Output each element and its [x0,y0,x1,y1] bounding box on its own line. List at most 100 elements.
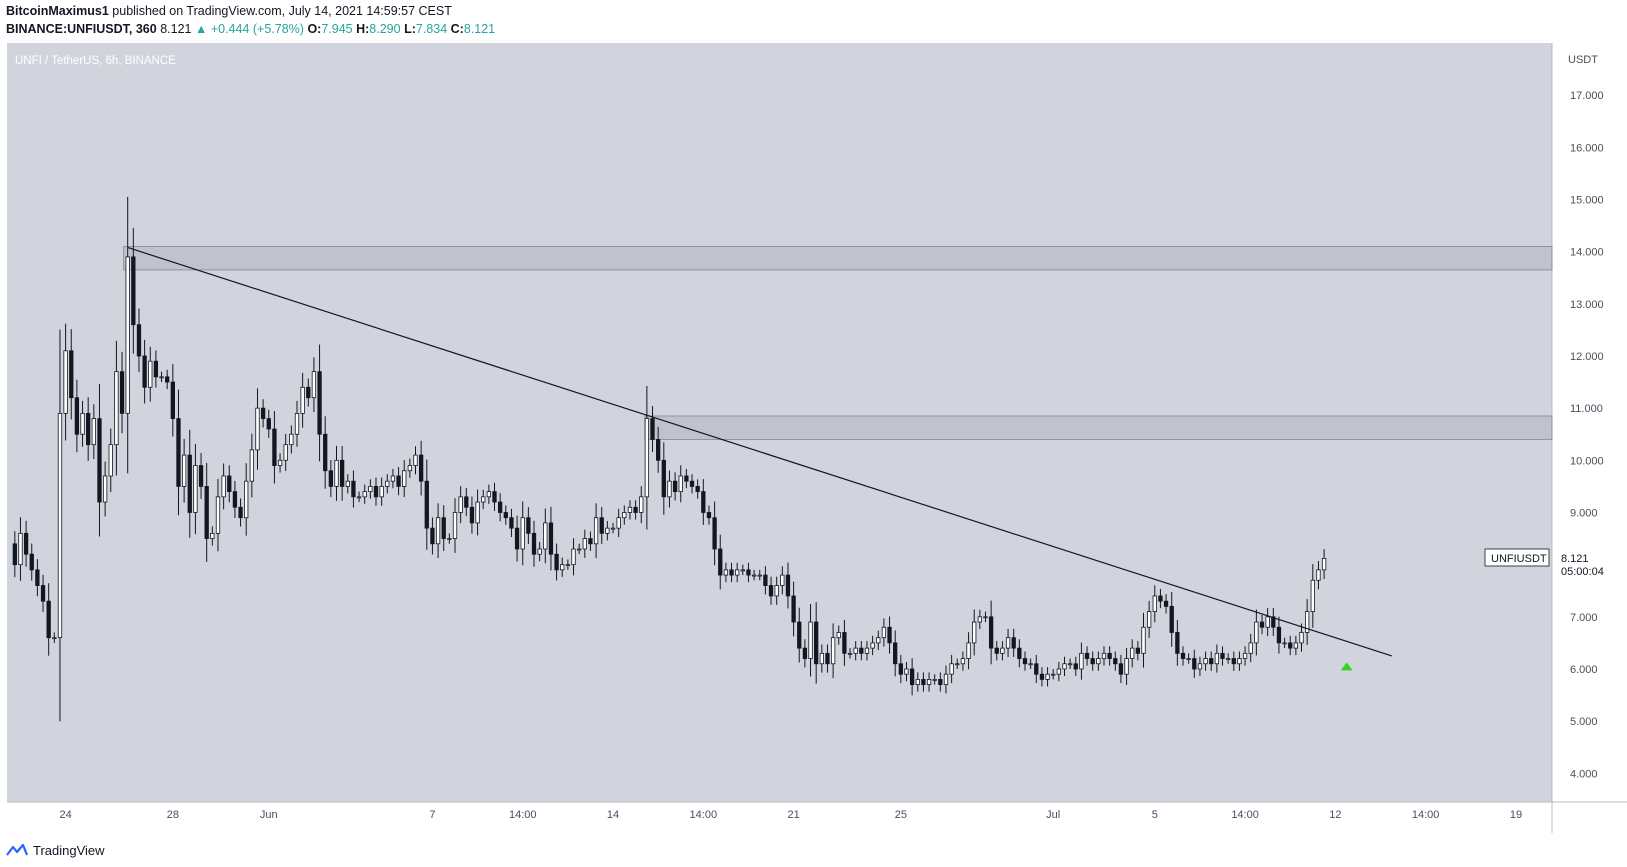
candle[interactable] [102,461,108,517]
candle[interactable] [791,581,796,637]
candle[interactable] [74,379,80,453]
candle[interactable] [723,562,729,583]
candle[interactable] [255,388,260,470]
candle[interactable] [249,433,254,498]
candle[interactable] [763,566,768,595]
candle[interactable] [136,308,142,373]
candle[interactable] [1305,599,1310,645]
candle[interactable] [531,520,537,567]
candle[interactable] [1293,635,1299,656]
candle[interactable] [159,371,164,383]
candle[interactable] [780,566,785,595]
candle[interactable] [1107,646,1112,666]
candle[interactable] [718,534,723,590]
candle[interactable] [1096,651,1101,671]
candle[interactable] [842,619,847,666]
candle[interactable] [1310,564,1315,628]
candle[interactable] [63,323,68,441]
candle[interactable] [825,644,830,673]
candle[interactable] [204,462,209,563]
candle[interactable] [774,576,779,605]
candle[interactable] [701,479,706,526]
candle[interactable] [926,672,932,692]
candle[interactable] [1101,646,1107,666]
candle[interactable] [390,468,396,489]
candle[interactable] [210,526,215,546]
candle[interactable] [526,507,531,545]
candle[interactable] [221,463,226,510]
descending-trendline[interactable] [127,246,1392,657]
tradingview-brand[interactable]: TradingView [33,842,105,858]
candle[interactable] [853,641,858,661]
candle[interactable] [1141,612,1146,668]
candle[interactable] [960,651,966,671]
candle[interactable] [108,428,113,493]
candle[interactable] [385,474,390,494]
candle[interactable] [1005,628,1011,657]
candle[interactable] [565,559,571,570]
candle[interactable] [870,635,875,656]
candle[interactable] [424,459,429,550]
candle[interactable] [1017,639,1022,668]
candle[interactable] [80,400,85,447]
candle[interactable] [148,346,153,402]
candle[interactable] [407,458,413,478]
candle[interactable] [1237,651,1242,671]
candle[interactable] [808,604,813,677]
candle[interactable] [921,672,926,692]
candle[interactable] [91,404,96,460]
candle[interactable] [881,618,887,647]
candle[interactable] [35,559,40,597]
candle[interactable] [1062,656,1067,677]
candle[interactable] [1276,616,1282,654]
candle[interactable] [672,472,678,501]
candle[interactable] [1163,594,1169,614]
candle[interactable] [492,482,497,511]
candle[interactable] [1084,646,1090,666]
candle[interactable] [1124,647,1129,685]
candle[interactable] [514,515,520,562]
candle[interactable] [119,351,125,434]
candle[interactable] [943,665,949,694]
candle[interactable] [311,357,317,413]
candle[interactable] [1203,651,1208,671]
candle[interactable] [1288,635,1293,656]
candle[interactable] [543,508,548,564]
candle[interactable] [272,411,277,484]
candle[interactable] [18,517,23,581]
candle[interactable] [238,498,243,527]
candle[interactable] [689,474,695,494]
candle[interactable] [560,557,565,577]
candle[interactable] [1180,646,1186,666]
candle[interactable] [983,611,988,623]
candle[interactable] [1242,646,1248,666]
candle[interactable] [362,484,367,504]
candle[interactable] [57,329,63,722]
candle[interactable] [509,508,514,538]
candle[interactable] [1231,651,1236,671]
candle[interactable] [396,467,401,496]
candle[interactable] [1175,619,1180,666]
candle[interactable] [548,506,554,571]
candle[interactable] [435,503,441,559]
candle[interactable] [418,440,424,496]
candle[interactable] [181,438,187,503]
candle[interactable] [729,562,734,583]
candle[interactable] [898,654,903,684]
candle[interactable] [836,625,841,645]
candle[interactable] [571,538,576,576]
candle[interactable] [751,569,757,581]
candle[interactable] [498,493,503,522]
tradingview-logo-icon[interactable] [6,843,28,857]
candle[interactable] [23,520,29,567]
candle[interactable] [938,672,943,692]
candle[interactable] [582,529,587,558]
candle[interactable] [1316,560,1321,590]
candle[interactable] [232,480,238,518]
candle[interactable] [69,329,74,420]
candle[interactable] [464,487,469,517]
candle[interactable] [639,486,644,524]
candle[interactable] [1299,623,1304,652]
candle[interactable] [859,641,864,661]
candle[interactable] [294,400,300,447]
